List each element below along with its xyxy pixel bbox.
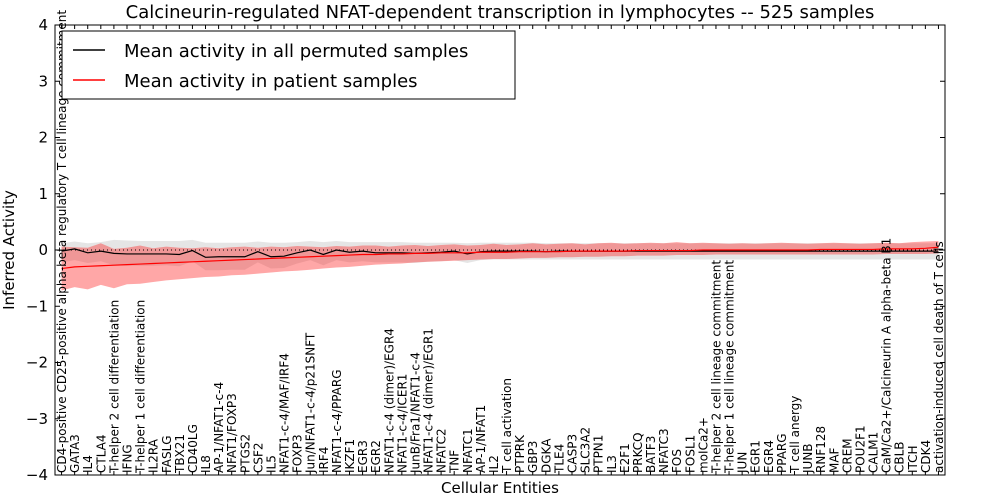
x-tick-label: GATA3 [68, 434, 82, 473]
y-tick-label: −4 [26, 466, 48, 484]
x-tick-label: T-helper 1 cell lineage commitment [723, 260, 737, 474]
x-tick-label: CD4-positive CD25-positive alpha-beta re… [55, 10, 69, 473]
x-tick-label: FOXP3 [291, 434, 305, 473]
legend-box [61, 30, 516, 100]
x-tick-label: NFAT1-c-4/PPARG [330, 369, 344, 473]
x-tick-label: FOSL1 [683, 435, 697, 473]
x-tick-label: CDK4 [919, 440, 933, 473]
x-tick-label: JUN [736, 452, 750, 474]
x-tick-label: CASP3 [565, 434, 579, 473]
x-tick-label: PTPN1 [592, 435, 606, 473]
y-tick-label: −1 [26, 297, 48, 315]
y-tick-label: 1 [38, 185, 48, 203]
x-tick-label: GBP3 [526, 441, 540, 473]
x-tick-label: activation-induced cell death of T cells [932, 241, 946, 473]
x-tick-label: T cell activation [500, 378, 514, 474]
x-tick-label: CaM/Ca2+/Calcineurin A alpha-beta B1 [880, 238, 894, 473]
y-tick-label: 0 [38, 241, 48, 259]
x-tick-label: BATF3 [644, 436, 658, 473]
x-tick-label: CSF2 [251, 442, 265, 473]
x-tick-label: E2F1 [618, 443, 632, 473]
x-tick-label: SLC3A2 [579, 427, 593, 473]
x-tick-label: TLE4 [552, 444, 566, 474]
y-tick-label: 4 [38, 16, 48, 34]
plot-area [55, 239, 945, 291]
x-tick-label: NFAT1-c-4 (dimer)/EGR1 [422, 328, 436, 473]
x-tick-label: NFAT1-c-4/MAF/IRF4 [278, 353, 292, 473]
x-tick-label: POU2F1 [853, 425, 867, 473]
band-series-0 [61, 239, 939, 271]
x-tick-label: FASLG [160, 435, 174, 473]
x-tick-label: RNF128 [814, 426, 828, 473]
x-tick-label: TNF [448, 450, 462, 474]
x-tick-label: NFAT1-c-4 (dimer)/EGR4 [382, 328, 396, 473]
x-tick-label: T-helper 2 cell differentiation [107, 300, 121, 474]
x-tick-label: Jun/NFAT1-c-4/p21SNFT [304, 332, 318, 474]
x-tick-label: IL3 [605, 455, 619, 473]
x-tick-label: CBLB [893, 441, 907, 473]
x-tick-label: PPARG [775, 433, 789, 473]
x-tick-label: CTLA4 [94, 434, 108, 473]
series-line-1 [61, 246, 939, 270]
x-tick-label: IL4 [81, 455, 95, 473]
x-tick-label: AP-1/NFAT1-c-4 [212, 382, 226, 473]
x-tick-label: JunB/Fra1/NFAT1-c-4 [408, 352, 422, 474]
x-tick-label: IFNG [120, 444, 134, 473]
x-tick-label: ITCH [906, 445, 920, 473]
x-tick-label: IKZF1 [343, 439, 357, 473]
x-tick-label: PTGS2 [238, 434, 252, 473]
x-tick-label: moICa2+ [696, 417, 710, 473]
y-tick-label: −2 [26, 354, 48, 372]
x-tick-label: T-helper 2 cell lineage commitment [709, 260, 723, 474]
chart-title: Calcineurin-regulated NFAT-dependent tra… [126, 2, 875, 23]
x-tick-label: EGR2 [369, 440, 383, 473]
x-tick-label: NFATC2 [435, 428, 449, 473]
band-series-1 [61, 241, 939, 291]
legend-label-patient: Mean activity in patient samples [124, 71, 418, 92]
y-tick-label: 2 [38, 129, 48, 147]
x-tick-label: NFATC1 [461, 428, 475, 473]
y-tick-label: −3 [26, 410, 48, 428]
x-tick-label: EGR1 [749, 440, 763, 473]
x-tick-label: DGKA [539, 438, 553, 473]
x-tick-label: PTPRK [513, 434, 527, 473]
x-tick-label: EGR3 [356, 440, 370, 473]
x-tick-label: IL2 [487, 455, 501, 473]
axes: −4 −3 −2 −1 0 1 2 3 4 [26, 16, 945, 484]
x-tick-label: NFAT1-c-4/ICER1 [395, 374, 409, 473]
x-tick-label: IL5 [264, 455, 278, 473]
x-tick-label: IL8 [199, 455, 213, 473]
y-tick-label: 3 [38, 72, 48, 90]
x-tick-label: PRKCQ [631, 432, 645, 473]
x-tick-label: JUNB [801, 443, 815, 474]
x-tick-label: T-helper 1 cell differentiation [134, 300, 148, 474]
series-line-0 [61, 248, 939, 258]
x-tick-label: CD40LG [186, 424, 200, 473]
x-tick-label: NFAT1/FOXP3 [225, 393, 239, 473]
x-tick-label: CREM [840, 438, 854, 473]
legend-label-permuted: Mean activity in all permuted samples [124, 41, 468, 62]
x-tick-label: NFATC3 [657, 428, 671, 473]
x-tick-label: MAF [827, 447, 841, 473]
x-tick-label: IRF4 [317, 447, 331, 473]
y-axis-label: Inferred Activity [0, 190, 18, 310]
x-tick-label: AP-1/NFAT1 [474, 405, 488, 473]
x-tick-labels: CD4-positive CD25-positive alpha-beta re… [55, 10, 946, 474]
x-tick-label: T cell anergy [788, 396, 802, 474]
x-tick-label: FOS [670, 449, 684, 473]
x-tick-label: EGR4 [762, 440, 776, 473]
x-tick-label: IL2RA [147, 438, 161, 473]
x-tick-label: CALM1 [867, 432, 881, 473]
x-tick-label: TBX21 [173, 434, 187, 474]
legend: Mean activity in all permuted samples Me… [61, 30, 516, 100]
x-axis-label: Cellular Entities [441, 479, 559, 497]
